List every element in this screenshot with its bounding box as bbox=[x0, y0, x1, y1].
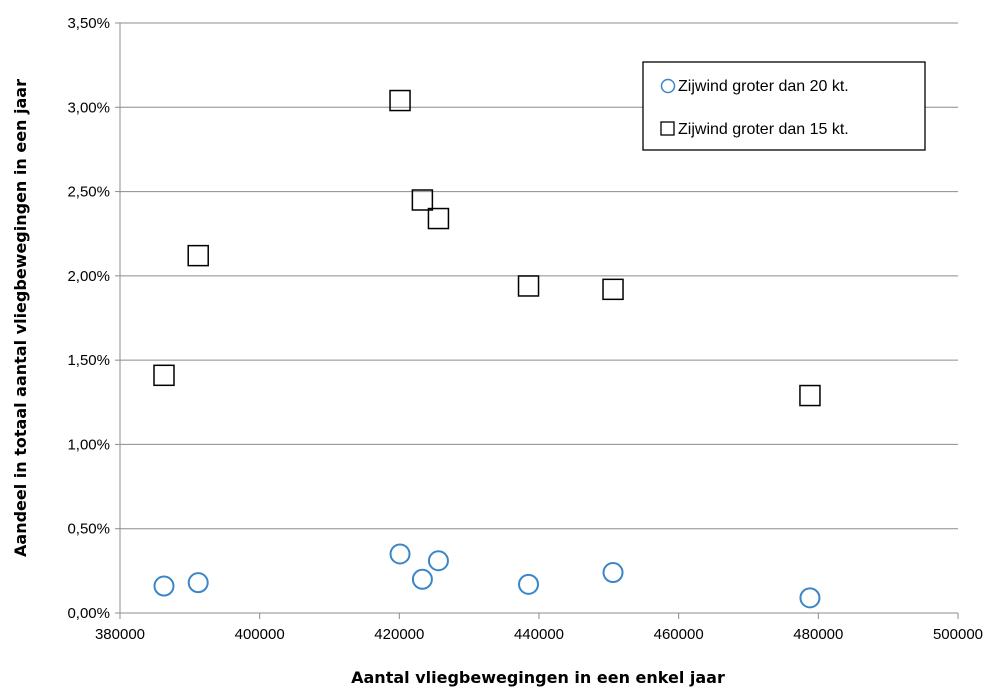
legend-label-15kt: Zijwind groter dan 15 kt. bbox=[678, 121, 849, 138]
point-square-15kt bbox=[389, 89, 411, 112]
x-tick-label: 500000 bbox=[933, 626, 983, 643]
y-tick-label: 0,00% bbox=[67, 605, 110, 622]
point-circle-20kt bbox=[427, 550, 449, 572]
y-tick-label: 0,50% bbox=[67, 521, 110, 538]
x-tick-labels: 380000 400000 420000 440000 460000 480000 5000… bbox=[95, 626, 983, 643]
y-tick-labels: 0,00% 0,50% 1,00% 1,50% 2,00% 2,50% 3,00% 3,50% bbox=[67, 15, 110, 622]
x-tick-label: 460000 bbox=[654, 626, 704, 643]
gridlines bbox=[120, 22, 958, 530]
point-square-15kt bbox=[411, 189, 434, 211]
legend-marker-square bbox=[660, 121, 675, 136]
point-square-15kt bbox=[427, 207, 450, 230]
legend-marker-circle bbox=[660, 78, 676, 94]
point-square-15kt bbox=[187, 244, 209, 267]
point-square-15kt bbox=[517, 275, 540, 297]
legend-label-20kt: Zijwind groter dan 20 kt. bbox=[678, 78, 849, 95]
x-tick-label: 400000 bbox=[235, 626, 285, 643]
point-circle-20kt bbox=[153, 575, 175, 597]
point-circle-20kt bbox=[518, 573, 540, 595]
point-circle-20kt bbox=[411, 568, 433, 590]
y-tick-label: 1,00% bbox=[67, 436, 110, 453]
x-axis-title: Aantal vliegbewegingen in een enkel jaar bbox=[351, 668, 725, 687]
y-tick-label: 2,00% bbox=[67, 268, 110, 285]
point-circle-20kt bbox=[187, 572, 209, 594]
x-tick-label: 420000 bbox=[374, 626, 424, 643]
axes bbox=[115, 22, 959, 619]
x-tick-label: 440000 bbox=[514, 626, 564, 643]
point-circle-20kt bbox=[602, 562, 624, 584]
legend-box bbox=[642, 61, 926, 151]
y-axis-title: Aandeel in totaal aantal vliegbewegingen… bbox=[11, 79, 30, 557]
point-square-15kt bbox=[153, 364, 175, 387]
y-tick-label: 1,50% bbox=[67, 352, 110, 369]
data-points bbox=[153, 89, 821, 609]
point-square-15kt bbox=[602, 278, 624, 301]
point-circle-20kt bbox=[799, 587, 821, 609]
y-tick-label: 2,50% bbox=[67, 184, 110, 201]
x-tick-label: 480000 bbox=[793, 626, 843, 643]
point-circle-20kt bbox=[389, 543, 411, 565]
legend: Zijwind groter dan 20 kt. Zijwind groter… bbox=[642, 61, 926, 151]
y-tick-label: 3,00% bbox=[67, 99, 110, 116]
y-tick-label: 3,50% bbox=[67, 15, 110, 32]
x-tick-label: 380000 bbox=[95, 626, 145, 643]
point-square-15kt bbox=[799, 384, 821, 407]
